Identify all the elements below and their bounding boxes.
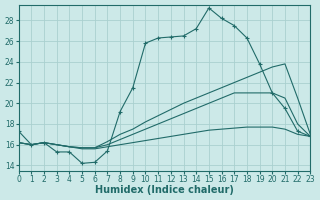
X-axis label: Humidex (Indice chaleur): Humidex (Indice chaleur) bbox=[95, 185, 234, 195]
